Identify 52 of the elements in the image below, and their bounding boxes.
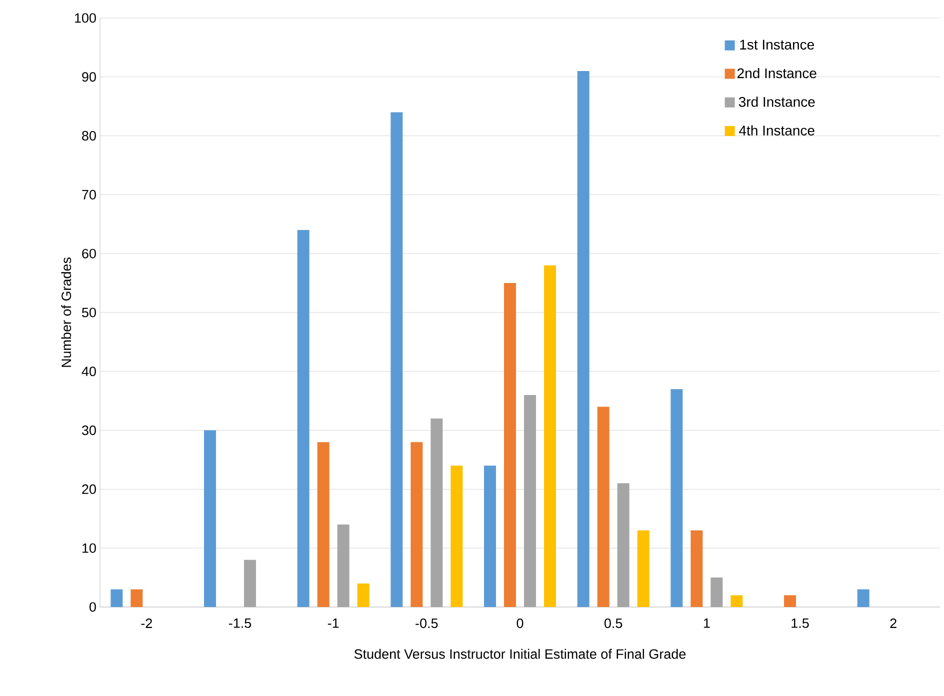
bar	[524, 394, 536, 607]
bar	[690, 530, 703, 607]
y-tick-label: 20	[82, 484, 96, 494]
bar	[430, 418, 443, 607]
y-tick-label: 90	[82, 72, 96, 82]
bar	[857, 589, 870, 607]
x-tick-label: -0.5	[416, 618, 438, 628]
x-tick-label: -1	[328, 618, 339, 628]
bar	[577, 71, 590, 607]
bar	[617, 483, 630, 607]
x-tick-label: -1.5	[228, 618, 252, 628]
x-tick-label: 1	[704, 618, 710, 628]
legend-label: 1st Instance	[740, 40, 814, 50]
bar	[110, 589, 123, 607]
y-tick-label: 50	[82, 308, 96, 318]
bar	[317, 442, 330, 607]
bar	[204, 430, 216, 607]
x-tick-label: 0	[516, 618, 524, 628]
bar	[544, 265, 556, 607]
legend-label: 3rd Instance	[738, 96, 815, 107]
bar	[710, 578, 723, 607]
x-tick-label: 2	[890, 618, 896, 628]
bar	[337, 524, 350, 607]
y-tick-label: 40	[82, 366, 96, 376]
legend-label: 4th Instance	[739, 125, 814, 136]
bar	[244, 560, 256, 607]
bar	[357, 583, 370, 607]
y-tick-label: 100	[74, 13, 96, 23]
y-axis-title: Number of Grades	[61, 257, 72, 367]
bar	[450, 466, 463, 607]
bar	[784, 595, 796, 607]
bar	[484, 466, 496, 607]
bar	[130, 589, 143, 607]
bar	[390, 112, 403, 607]
bar	[730, 595, 743, 607]
y-tick-label: 30	[82, 426, 96, 436]
bar	[297, 230, 310, 607]
bar	[597, 406, 610, 607]
y-tick-label: 10	[82, 543, 96, 553]
bar	[410, 442, 423, 607]
bar	[504, 283, 516, 607]
x-axis-title: Student Versus Instructor Initial Estimate of Final Grade	[354, 648, 686, 659]
y-tick-label: 0	[90, 602, 96, 612]
x-tick-label: 1.5	[792, 618, 809, 628]
bar	[670, 389, 683, 607]
legend-label: 2nd Instance	[737, 68, 816, 78]
y-tick-label: 80	[82, 131, 96, 141]
y-tick-label: 70	[82, 190, 96, 200]
bar	[637, 530, 650, 607]
y-tick-label: 60	[82, 248, 96, 258]
x-tick-label: -2	[141, 618, 152, 628]
x-tick-label: 0.5	[604, 618, 622, 628]
